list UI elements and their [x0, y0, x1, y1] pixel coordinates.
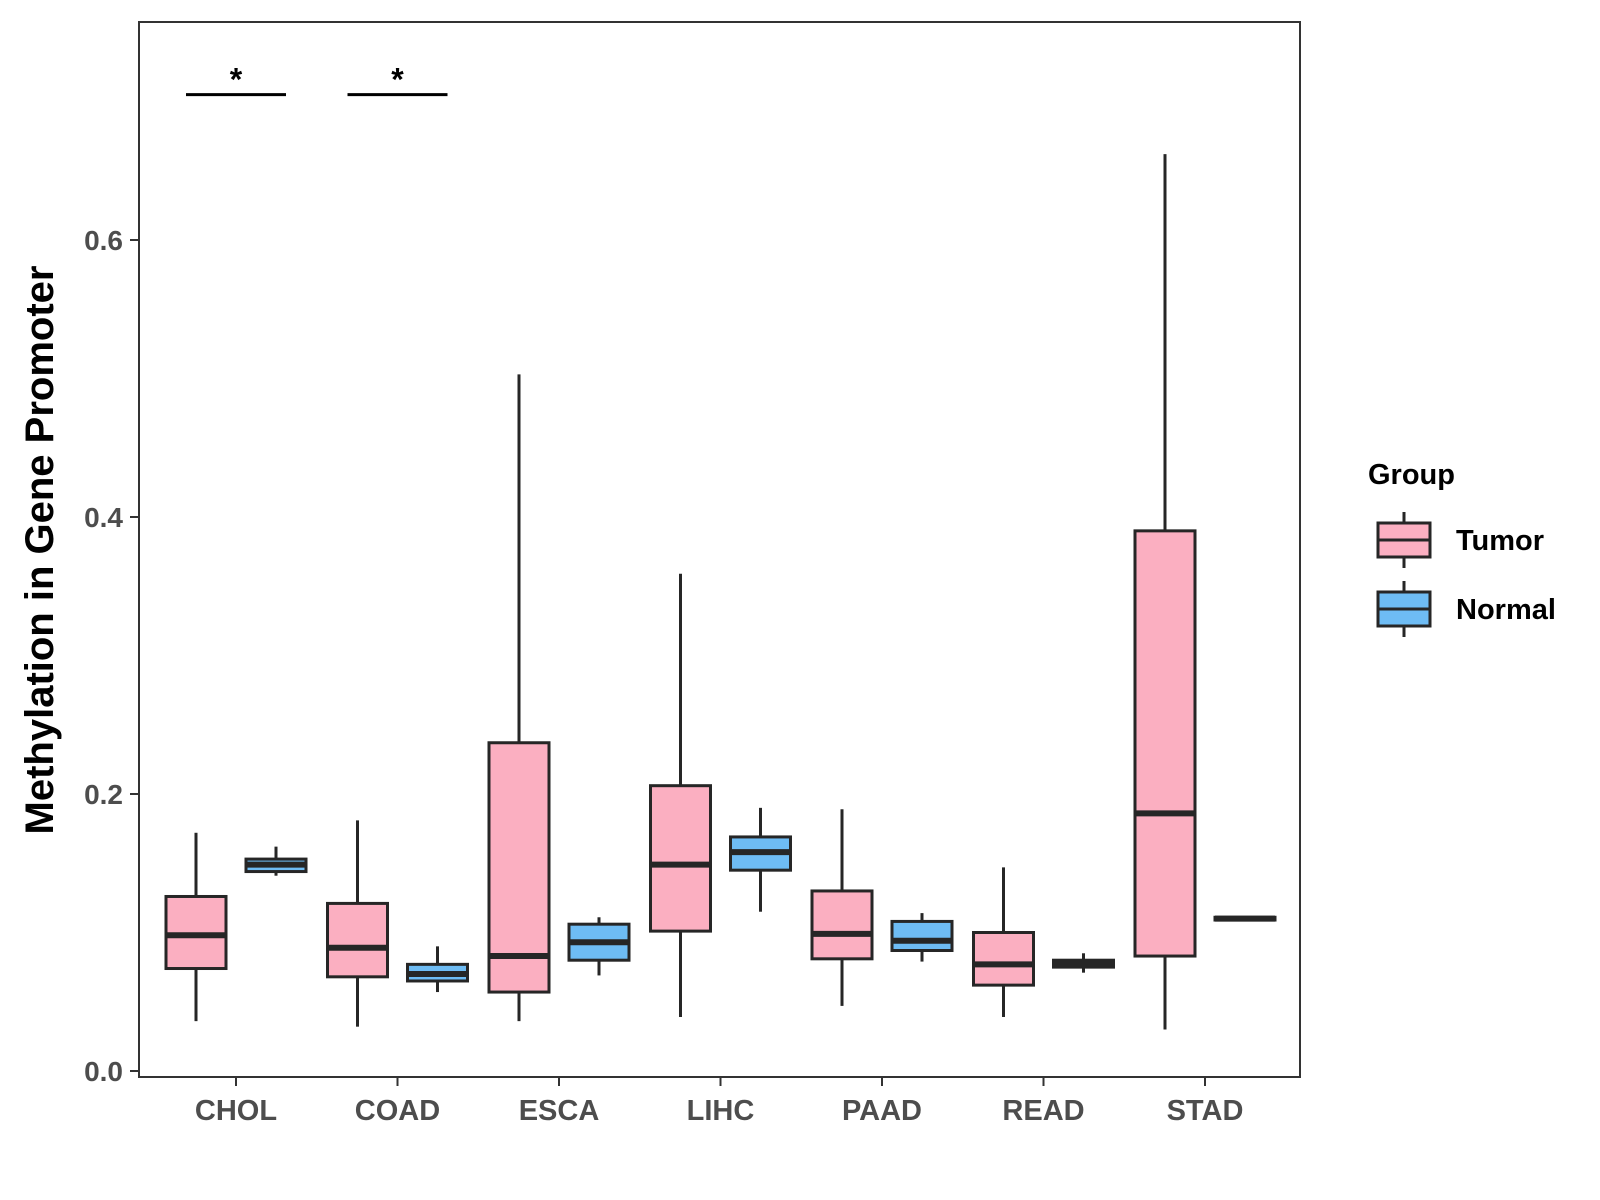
legend-title: Group — [1368, 459, 1455, 491]
significance-star: * — [230, 62, 243, 98]
box-body — [326, 901, 389, 979]
x-tick-label: COAD — [355, 1095, 440, 1127]
box-normal-esca — [567, 917, 631, 976]
legend: Group Tumor Normal — [1368, 459, 1556, 637]
x-tick-label: CHOL — [195, 1095, 277, 1127]
y-tick-label: 0.4 — [84, 502, 123, 533]
box-normal-lihc — [729, 807, 792, 912]
legend-label-normal: Normal — [1456, 594, 1556, 626]
box-normal-chol — [244, 846, 308, 876]
x-tick-label: ESCA — [519, 1095, 600, 1127]
x-axis: CHOL COAD ESCA LIHC PAAD READ STAD — [195, 1077, 1243, 1127]
x-tick-label: READ — [1002, 1095, 1084, 1127]
box-normal-paad — [890, 913, 954, 962]
box-tumor-coad — [326, 820, 389, 1027]
plot-panel — [138, 21, 1301, 1078]
box-normal-read — [1052, 953, 1115, 973]
x-tick-label: LIHC — [687, 1095, 755, 1127]
legend-key-normal — [1376, 581, 1432, 637]
box-body — [890, 919, 954, 953]
y-axis-title: Methylation in Gene Promoter — [18, 266, 62, 835]
box-body — [1133, 529, 1197, 958]
box-tumor-stad — [1133, 154, 1197, 1030]
box-body — [972, 931, 1035, 987]
box-tumor-lihc — [649, 573, 712, 1017]
significance-annotations: * * — [186, 62, 448, 98]
box-body — [487, 741, 551, 994]
x-tick-label: PAAD — [842, 1095, 922, 1127]
y-tick-label: 0.0 — [84, 1056, 123, 1087]
y-tick-label: 0.6 — [84, 225, 123, 256]
box-tumor-esca — [487, 374, 551, 1022]
legend-label-tumor: Tumor — [1456, 525, 1544, 557]
significance-star: * — [391, 62, 404, 98]
box-normal-stad — [1213, 915, 1277, 922]
x-tick-label: STAD — [1167, 1095, 1244, 1127]
box-body — [810, 889, 874, 961]
legend-key-tumor — [1376, 512, 1432, 568]
box-tumor-paad — [810, 809, 874, 1006]
y-axis: 0.0 0.2 0.4 0.6 — [84, 225, 139, 1087]
box-body — [649, 784, 712, 933]
box-tumor-read — [972, 867, 1035, 1017]
box-normal-coad — [406, 946, 469, 993]
box-tumor-chol — [164, 832, 228, 1022]
y-tick-label: 0.2 — [84, 779, 123, 810]
box-series — [164, 154, 1277, 1030]
